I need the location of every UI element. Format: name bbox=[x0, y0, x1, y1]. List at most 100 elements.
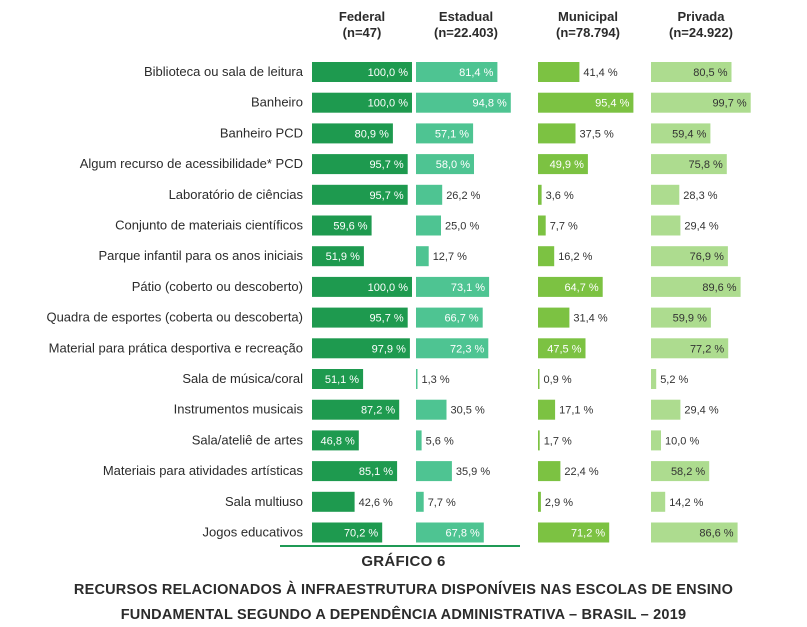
data-label-privada: 59,9 % bbox=[673, 313, 707, 325]
data-label-estadual: 30,5 % bbox=[451, 405, 485, 417]
bar-municipal bbox=[538, 338, 586, 359]
bar-federal bbox=[312, 62, 412, 82]
data-label-municipal: 47,5 % bbox=[547, 343, 581, 355]
data-label-privada: 77,2 % bbox=[690, 343, 724, 355]
data-label-privada: 29,4 % bbox=[684, 221, 718, 233]
category-label: Banheiro bbox=[251, 95, 303, 110]
data-label-privada: 89,6 % bbox=[702, 282, 736, 294]
bar-estadual bbox=[416, 215, 441, 236]
data-label-federal: 42,6 % bbox=[359, 497, 393, 509]
bar-privada bbox=[651, 338, 729, 359]
data-label-municipal: 0,9 % bbox=[544, 374, 572, 386]
data-label-federal: 97,9 % bbox=[372, 343, 406, 355]
bar-municipal bbox=[538, 215, 546, 236]
data-label-privada: 80,5 % bbox=[693, 67, 727, 79]
data-label-estadual: 58,0 % bbox=[436, 159, 470, 171]
data-label-federal: 80,9 % bbox=[355, 128, 389, 140]
data-label-estadual: 81,4 % bbox=[459, 67, 493, 79]
data-label-municipal: 95,4 % bbox=[595, 98, 629, 110]
bar-privada bbox=[651, 491, 666, 512]
series-n-label-estadual: (n=22.403) bbox=[434, 25, 498, 40]
bar-municipal bbox=[538, 62, 580, 82]
bar-estadual bbox=[416, 307, 483, 328]
data-label-privada: 76,9 % bbox=[690, 251, 724, 263]
category-label: Quadra de esportes (coberta ou descobert… bbox=[46, 310, 303, 325]
category-label: Material para prática desportiva e recre… bbox=[49, 340, 303, 355]
category-label: Materiais para atividades artísticas bbox=[103, 463, 304, 478]
data-label-privada: 28,3 % bbox=[683, 190, 717, 202]
data-label-estadual: 5,6 % bbox=[426, 435, 454, 447]
bar-privada bbox=[651, 369, 657, 389]
bar-municipal bbox=[538, 184, 542, 205]
data-label-federal: 70,2 % bbox=[344, 528, 378, 540]
data-label-municipal: 1,7 % bbox=[544, 435, 572, 447]
data-label-estadual: 67,8 % bbox=[446, 528, 480, 540]
bar-privada bbox=[651, 399, 681, 420]
data-label-federal: 100,0 % bbox=[368, 67, 409, 79]
data-label-privada: 10,0 % bbox=[665, 435, 699, 447]
chart-title: GRÁFICO 6 bbox=[361, 553, 446, 570]
bar-municipal bbox=[538, 399, 556, 420]
data-label-privada: 75,8 % bbox=[689, 159, 723, 171]
data-label-privada: 5,2 % bbox=[660, 374, 688, 386]
bar-federal bbox=[312, 430, 359, 451]
series-n-label-municipal: (n=78.794) bbox=[556, 25, 620, 40]
bar-municipal bbox=[538, 430, 540, 451]
data-label-estadual: 1,3 % bbox=[422, 374, 450, 386]
bar-privada bbox=[651, 184, 680, 205]
data-label-estadual: 73,1 % bbox=[451, 282, 485, 294]
data-label-federal: 100,0 % bbox=[368, 98, 409, 110]
data-label-federal: 51,9 % bbox=[326, 251, 360, 263]
bar-privada bbox=[651, 215, 681, 236]
data-label-federal: 51,1 % bbox=[325, 374, 359, 386]
bar-privada bbox=[651, 246, 728, 267]
bar-federal bbox=[312, 338, 410, 359]
bar-municipal bbox=[538, 154, 588, 175]
data-label-estadual: 66,7 % bbox=[444, 313, 478, 325]
chart-subtitle-line-2: FUNDAMENTAL SEGUNDO A DEPENDÊNCIA ADMINI… bbox=[120, 607, 687, 623]
category-label: Sala multiuso bbox=[225, 494, 303, 509]
data-label-municipal: 22,4 % bbox=[564, 466, 598, 478]
data-label-privada: 86,6 % bbox=[699, 528, 733, 540]
bar-estadual bbox=[416, 184, 443, 205]
bar-municipal bbox=[538, 461, 561, 482]
bar-municipal bbox=[538, 123, 576, 144]
data-label-estadual: 35,9 % bbox=[456, 466, 490, 478]
bar-federal bbox=[312, 461, 398, 482]
bar-federal bbox=[312, 215, 372, 236]
bar-estadual bbox=[416, 62, 498, 82]
bar-privada bbox=[651, 461, 710, 482]
category-label: Laboratório de ciências bbox=[169, 187, 304, 202]
category-label: Jogos educativos bbox=[203, 525, 304, 540]
data-label-privada: 14,2 % bbox=[669, 497, 703, 509]
data-label-federal: 95,7 % bbox=[369, 313, 403, 325]
bar-privada bbox=[651, 307, 711, 328]
category-label: Sala de música/coral bbox=[182, 371, 303, 386]
data-label-estadual: 26,2 % bbox=[446, 190, 480, 202]
data-label-estadual: 94,8 % bbox=[473, 98, 507, 110]
data-label-municipal: 17,1 % bbox=[559, 405, 593, 417]
data-label-municipal: 16,2 % bbox=[558, 251, 592, 263]
bar-estadual bbox=[416, 430, 422, 451]
series-header-municipal: Municipal bbox=[558, 9, 618, 24]
data-label-federal: 87,2 % bbox=[361, 405, 395, 417]
category-label: Sala/ateliê de artes bbox=[192, 432, 304, 447]
data-label-federal: 95,7 % bbox=[369, 159, 403, 171]
bar-municipal bbox=[538, 369, 540, 389]
bar-municipal bbox=[538, 92, 634, 113]
bar-estadual bbox=[416, 92, 511, 113]
bar-estadual bbox=[416, 491, 424, 512]
data-label-privada: 99,7 % bbox=[712, 98, 746, 110]
bar-privada bbox=[651, 62, 732, 82]
category-label: Biblioteca ou sala de leitura bbox=[144, 64, 304, 79]
category-label: Instrumentos musicais bbox=[174, 402, 304, 417]
bar-estadual bbox=[416, 522, 484, 543]
bar-federal bbox=[312, 369, 364, 389]
data-label-privada: 59,4 % bbox=[672, 128, 706, 140]
bar-federal bbox=[312, 399, 400, 420]
data-label-privada: 58,2 % bbox=[671, 466, 705, 478]
data-label-municipal: 41,4 % bbox=[583, 67, 617, 79]
data-label-municipal: 2,9 % bbox=[545, 497, 573, 509]
series-header-privada: Privada bbox=[678, 9, 726, 24]
bar-federal bbox=[312, 246, 364, 267]
